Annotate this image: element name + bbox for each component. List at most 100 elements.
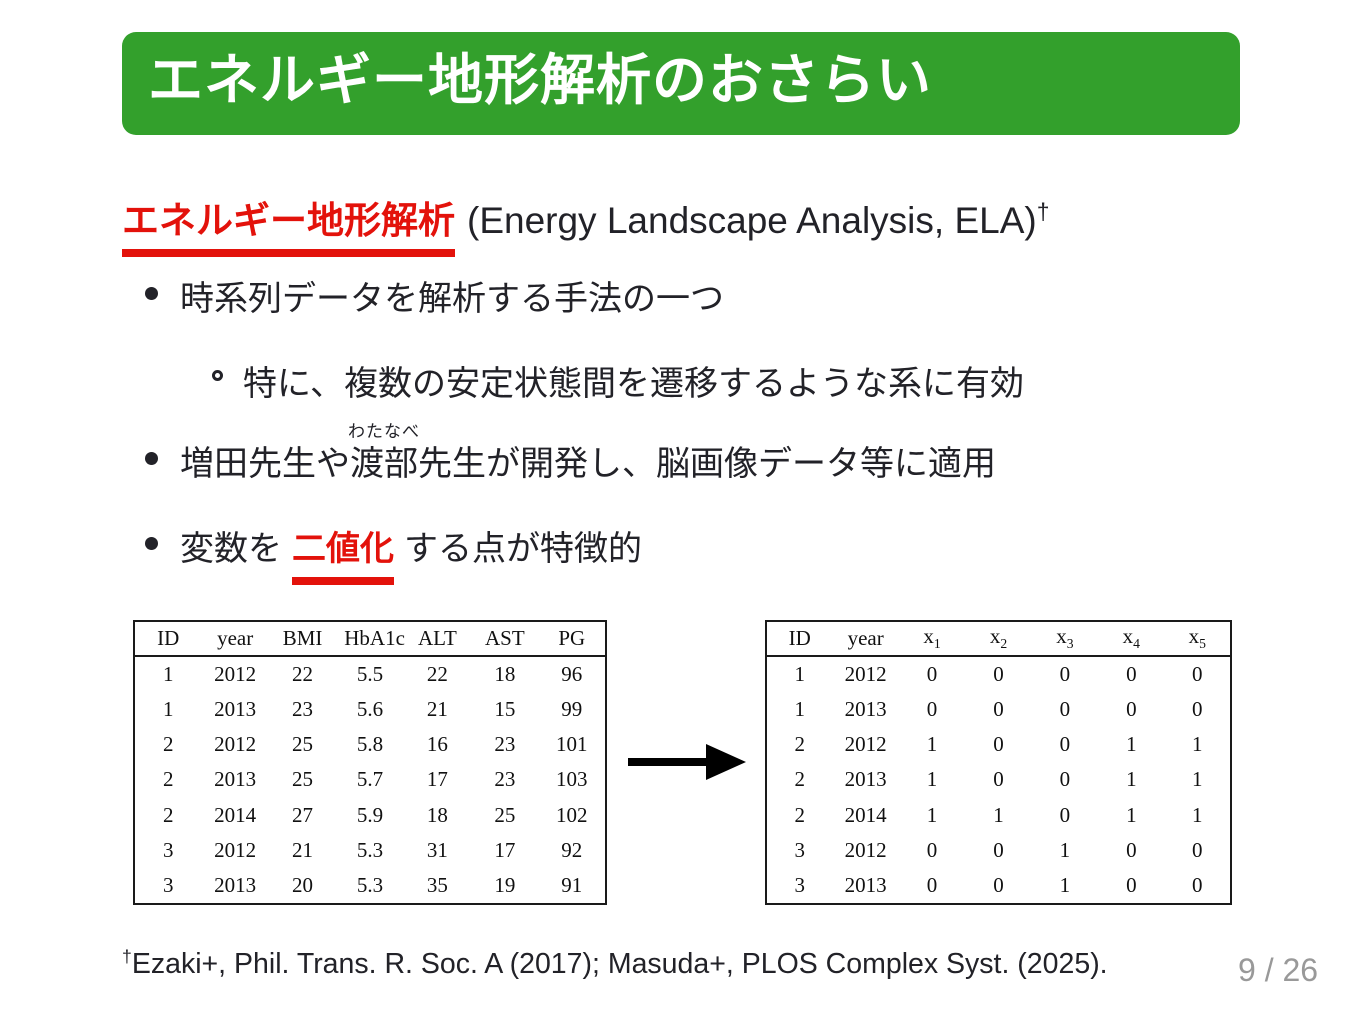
column-header: x1 (923, 624, 941, 652)
table-cell: 2013 (844, 767, 887, 792)
table-cell: 25 (292, 732, 314, 757)
table-cell: 20 (292, 873, 314, 898)
heading-dagger: † (1036, 198, 1050, 225)
table-cell: 0 (926, 661, 938, 686)
table-cell: 0 (1192, 838, 1203, 863)
column-header: year (847, 626, 884, 650)
table-cell: 2 (794, 732, 805, 757)
table-cell: 0 (1126, 696, 1137, 721)
table-cell: 2012 (214, 732, 257, 757)
table-cell: 0 (1126, 873, 1137, 898)
table-cell: 3 (794, 838, 805, 863)
table-cell: 1 (926, 767, 938, 792)
table-cell: 91 (561, 873, 583, 898)
table-cell: 0 (1059, 802, 1071, 827)
table-cell: 92 (561, 838, 583, 863)
footnote-text: Ezaki+, Phil. Trans. R. Soc. A (2017); M… (131, 948, 1108, 980)
binarized-data-table-header: ID year x1 x2 x3 x4 x5 (766, 621, 1231, 656)
table-cell: 1 (993, 802, 1004, 827)
heading-highlight-ela-japanese: エネルギー地形解析 (122, 190, 455, 257)
table-cell: 0 (926, 696, 938, 721)
table-cell: 22 (292, 661, 314, 686)
table-cell: 5.3 (356, 873, 384, 898)
table-cell: 0 (993, 838, 1004, 863)
table-cell: 0 (1192, 696, 1203, 721)
table-cell: 0 (1126, 661, 1137, 686)
table-cell: 2013 (844, 696, 887, 721)
table-row: 2 2012 25 5.8 16 23 101 (134, 727, 606, 762)
table-row: 3 2012 21 5.3 31 17 92 (134, 833, 606, 868)
table-row: 2 2013 25 5.7 17 23 103 (134, 762, 606, 797)
table-cell: 21 (292, 838, 314, 863)
column-header: ALT (417, 626, 457, 650)
table-cell: 96 (561, 661, 583, 686)
table-cell: 18 (426, 802, 448, 827)
bullet-2-text: 増田先生や わたなべ 渡部先生が開発し、脳画像データ等に適用 (180, 422, 996, 485)
bullet-dot-icon (145, 452, 158, 465)
table-cell: 1 (926, 802, 938, 827)
table-cell: 1 (162, 696, 174, 721)
table-cell: 31 (426, 838, 448, 863)
bullet-2-pre: 増田先生や (180, 445, 350, 483)
bullet-3-post: する点が特徴的 (404, 530, 642, 568)
raw-data-table-header: ID year BMI HbA1c ALT AST PG (134, 621, 606, 656)
ruby-annotated-name: わたなべ 渡部 (348, 422, 419, 485)
table-cell: 2 (794, 802, 805, 827)
table-cell: 2013 (214, 873, 257, 898)
binarize-highlight: 二値化 (292, 521, 394, 585)
table-cell: 25 (292, 767, 314, 792)
table-cell: 3 (162, 838, 174, 863)
table-cell: 25 (494, 802, 516, 827)
slide-title: エネルギー地形解析のおさらい (148, 49, 933, 111)
table-cell: 2013 (214, 696, 257, 721)
table-cell: 5.7 (356, 767, 384, 792)
table-cell: 1 (1192, 732, 1203, 757)
sub-bullet-item: 特に、複数の安定状態間を遷移するような系に有効 (212, 356, 1024, 405)
table-row: 2 2014 27 5.9 18 25 102 (134, 798, 606, 833)
bullet-1-text: 時系列データを解析する手法の一つ (180, 280, 724, 318)
column-header: HbA1c (344, 626, 405, 650)
table-cell: 5.9 (356, 802, 384, 827)
table-cell: 1 (794, 661, 805, 686)
table-cell: 2 (162, 767, 174, 792)
table-row: 2 2012 1 0 0 1 1 (766, 727, 1231, 762)
binarized-data-table: ID year x1 x2 x3 x4 x5 1 2012 0 0 0 0 0 1 2013 0 0 0 0 0 2 20… (765, 620, 1232, 905)
table-cell: 23 (494, 767, 516, 792)
table-row: 1 2013 0 0 0 0 0 (766, 691, 1231, 726)
table-cell: 5.3 (356, 838, 384, 863)
table-row: 2 2014 1 1 0 1 1 (766, 798, 1231, 833)
footnote-dagger: † (122, 946, 132, 967)
table-cell: 0 (1059, 767, 1071, 792)
table-cell: 0 (993, 767, 1004, 792)
table-row: 1 2012 22 5.5 22 18 96 (134, 656, 606, 691)
table-cell: 0 (1192, 661, 1203, 686)
column-header: BMI (282, 626, 323, 650)
table-cell: 2 (162, 802, 174, 827)
title-banner: エネルギー地形解析のおさらい (122, 32, 1240, 135)
table-cell: 103 (556, 767, 588, 792)
bullet-dot-icon (145, 287, 158, 300)
table-cell: 22 (426, 661, 448, 686)
table-cell: 0 (993, 696, 1004, 721)
table-cell: 1 (1126, 802, 1137, 827)
bullet-3-text: 変数を 二値化 する点が特徴的 (180, 521, 642, 585)
table-cell: 2012 (214, 838, 257, 863)
table-cell: 101 (556, 732, 588, 757)
table-cell: 2014 (844, 802, 887, 827)
table-cell: 2012 (844, 661, 887, 686)
raw-data-table: ID year BMI HbA1c ALT AST PG 1 2012 22 5.5 22 18 96 1… (133, 620, 607, 905)
table-cell: 23 (494, 732, 516, 757)
table-cell: 1 (1126, 767, 1137, 792)
table-cell: 2 (794, 767, 805, 792)
table-cell: 17 (426, 767, 448, 792)
table-row: 3 2013 0 0 1 0 0 (766, 869, 1231, 904)
table-cell: 0 (926, 873, 938, 898)
table-cell: 0 (1192, 873, 1203, 898)
table-row: 1 2013 23 5.6 21 15 99 (134, 691, 606, 726)
column-header: x4 (1122, 624, 1140, 652)
bullet-item-3: 変数を 二値化 する点が特徴的 (145, 521, 642, 585)
table-cell: 1 (1059, 873, 1071, 898)
table-row: 1 2012 0 0 0 0 0 (766, 656, 1231, 691)
column-header: ID (157, 626, 180, 650)
